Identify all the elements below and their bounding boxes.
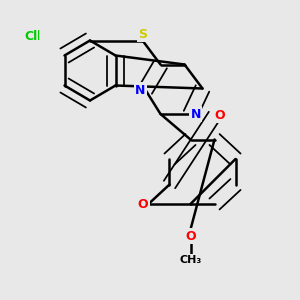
Text: O: O [214, 109, 225, 122]
Text: N: N [190, 107, 201, 121]
Text: Cl: Cl [27, 29, 40, 43]
Text: O: O [138, 197, 148, 211]
Text: Cl: Cl [24, 29, 38, 43]
Text: S: S [138, 28, 147, 40]
Text: N: N [135, 83, 146, 97]
Text: CH₃: CH₃ [179, 255, 202, 265]
Text: O: O [185, 230, 196, 242]
